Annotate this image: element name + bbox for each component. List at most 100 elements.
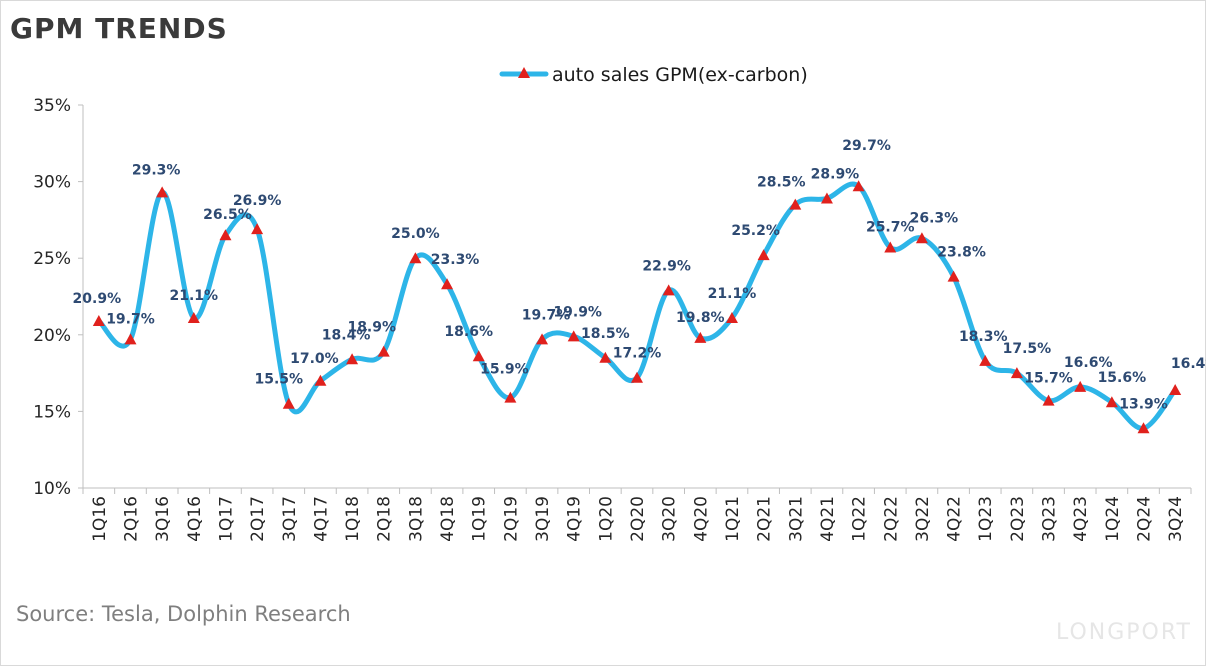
data-point-marker xyxy=(694,331,707,343)
data-label: 19.9% xyxy=(553,304,602,320)
source-note: Source: Tesla, Dolphin Research xyxy=(16,602,351,626)
data-point-marker xyxy=(251,223,264,235)
series-layer xyxy=(96,181,1178,431)
data-point-marker xyxy=(441,278,454,290)
x-tick-label: 4Q16 xyxy=(185,496,205,542)
data-point-marker xyxy=(1042,394,1055,406)
data-label: 17.0% xyxy=(290,351,339,367)
x-tick-label: 4Q18 xyxy=(438,496,458,542)
x-tick-label: 1Q20 xyxy=(596,496,616,542)
data-label: 17.2% xyxy=(613,346,662,362)
data-point-marker xyxy=(409,252,422,264)
data-labels-layer: 20.9% 19.7% 29.3% 21.1% 26.5%26.9% 15.5% 17.0%… xyxy=(73,138,1206,412)
data-label: 20.9% xyxy=(73,291,122,307)
data-label: 26.3% xyxy=(910,210,959,226)
data-point-marker xyxy=(536,333,549,345)
x-tick-label: 1Q23 xyxy=(976,496,996,542)
data-point-marker xyxy=(979,354,992,366)
data-label: 17.5% xyxy=(1003,341,1052,357)
data-point-marker xyxy=(187,311,200,323)
x-tick-label: 1Q24 xyxy=(1103,496,1123,542)
y-tick-label: 10% xyxy=(33,479,71,499)
data-point-marker xyxy=(567,330,580,342)
x-tick-label: 4Q17 xyxy=(311,496,331,542)
data-point-marker xyxy=(472,350,485,362)
x-tick-label: 1Q17 xyxy=(216,496,236,542)
data-point-marker xyxy=(346,353,359,365)
data-label: 18.9% xyxy=(347,320,396,336)
y-tick-label: 30% xyxy=(33,173,71,193)
legend: auto sales GPM(ex-carbon) xyxy=(499,64,808,86)
x-tick-label: 2Q24 xyxy=(1135,496,1155,542)
x-tick-label: 4Q19 xyxy=(565,496,585,542)
data-label: 29.7% xyxy=(842,138,891,154)
x-tick-label: 3Q22 xyxy=(913,496,933,542)
data-label: 16.6% xyxy=(1064,355,1113,371)
data-label: 25.7% xyxy=(866,219,915,235)
data-label: 26.5% xyxy=(203,207,252,223)
legend-label: auto sales GPM(ex-carbon) xyxy=(552,64,808,86)
data-point-marker xyxy=(504,391,517,403)
data-label: 23.3% xyxy=(431,252,480,268)
data-label: 25.0% xyxy=(391,226,440,242)
data-point-marker xyxy=(947,270,960,282)
data-label: 22.9% xyxy=(642,258,691,274)
data-label: 19.7% xyxy=(522,307,571,323)
data-point-marker xyxy=(725,311,738,323)
data-label: 15.7% xyxy=(1024,371,1073,387)
data-label: 18.3% xyxy=(959,329,1008,345)
x-tick-label: 2Q19 xyxy=(501,496,521,542)
data-label: 29.3% xyxy=(132,162,181,178)
x-tick-label: 2Q21 xyxy=(755,496,775,542)
data-point-marker xyxy=(124,333,137,345)
data-point-marker xyxy=(1010,367,1023,379)
x-tick-label: 2Q17 xyxy=(248,496,268,542)
data-label: 28.9% xyxy=(811,166,860,182)
data-label: 28.5% xyxy=(757,175,806,191)
data-label: 18.5% xyxy=(581,326,630,342)
x-tick-label: 3Q21 xyxy=(786,496,806,542)
x-tick-label: 4Q21 xyxy=(818,496,838,542)
data-point-marker xyxy=(915,232,928,244)
data-point-marker xyxy=(219,229,232,241)
x-tick-label: 1Q16 xyxy=(90,496,110,542)
x-tick-label: 3Q24 xyxy=(1166,496,1186,542)
y-tick-label: 25% xyxy=(33,249,71,269)
chart-title: GPM TRENDS xyxy=(10,12,228,45)
data-point-marker xyxy=(631,371,643,383)
x-tick-label: 2Q18 xyxy=(375,496,395,542)
data-point-marker xyxy=(884,241,897,253)
data-point-marker xyxy=(314,374,327,386)
x-tick-label: 1Q22 xyxy=(850,496,870,542)
data-point-marker xyxy=(1074,380,1087,392)
y-tick-label: 20% xyxy=(33,326,71,346)
data-label: 18.4% xyxy=(322,327,371,343)
data-label: 15.5% xyxy=(254,372,303,388)
data-point-marker xyxy=(1137,422,1150,434)
data-label: 13.9% xyxy=(1119,396,1168,412)
data-point-marker xyxy=(662,284,675,296)
x-tick-label: 2Q23 xyxy=(1008,496,1028,542)
x-tick-label: 1Q19 xyxy=(470,496,490,542)
data-label: 25.2% xyxy=(731,223,780,239)
x-tick-label: 1Q18 xyxy=(343,496,363,542)
watermark-logo: LONGPORT xyxy=(1055,620,1192,645)
x-tick-label: 4Q20 xyxy=(691,496,711,542)
x-tick-label: 2Q20 xyxy=(628,496,648,542)
series-line xyxy=(96,181,1178,431)
x-tick-label: 3Q23 xyxy=(1040,496,1060,542)
x-tick-label: 3Q17 xyxy=(280,496,300,542)
data-label: 21.1% xyxy=(170,288,219,304)
x-tick-label: 3Q20 xyxy=(660,496,680,542)
data-point-marker xyxy=(377,345,390,357)
x-tick-label: 2Q22 xyxy=(881,496,901,542)
data-point-marker xyxy=(156,186,169,198)
data-label: 15.6% xyxy=(1098,370,1147,386)
data-point-marker xyxy=(1105,396,1118,408)
legend-marker-swatch xyxy=(518,67,530,78)
x-tick-label: 1Q21 xyxy=(723,496,743,542)
x-tick-label: 2Q16 xyxy=(121,496,141,542)
x-tick-label: 4Q22 xyxy=(945,496,965,542)
markers-layer xyxy=(92,180,1182,434)
